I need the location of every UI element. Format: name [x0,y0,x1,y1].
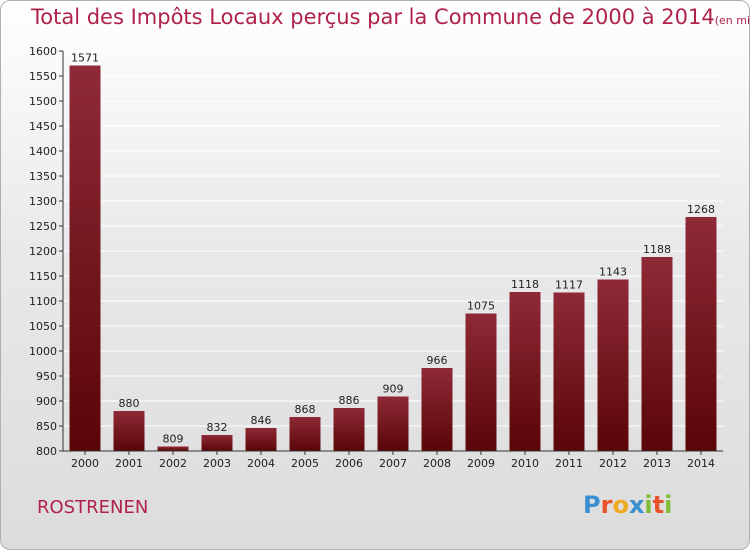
commune-name: ROSTRENEN [37,497,149,518]
axes [62,51,723,452]
x-tick-label: 2000 [71,457,99,470]
y-tick-label: 800 [36,445,57,458]
logo-letter: t [652,491,665,519]
x-tick-label: 2012 [599,457,627,470]
bar-2014 [685,217,717,451]
chart-title: Total des Impôts Locaux perçus par la Co… [31,5,750,29]
bar-2003 [201,435,233,451]
y-tick-label: 1250 [29,220,57,233]
x-tick-label: 2010 [511,457,539,470]
y-tick-label: 1150 [29,270,57,283]
y-tick-label: 900 [36,395,57,408]
data-label: 1117 [555,279,583,292]
data-label: 1188 [643,243,671,256]
x-tick-label: 2001 [115,457,143,470]
y-tick-label: 1600 [29,45,57,58]
bar-2010 [509,292,541,451]
logo-letter: i [644,491,653,519]
title-main: Total des Impôts Locaux perçus par la Co… [31,5,715,29]
y-axis-ticks: 800 850 900 950 1000 1050 1100 1150 1200 1250 1300… [29,45,63,458]
data-label: 868 [295,403,316,416]
y-tick-label: 950 [36,370,57,383]
y-tick-label: 1000 [29,345,57,358]
x-tick-label: 2014 [687,457,715,470]
title-unit: (en milliers d'€) [714,14,750,27]
logo-letter: x [628,491,645,519]
bar-2011 [553,292,585,451]
bar-2006 [333,408,365,451]
y-tick-label: 850 [36,420,57,433]
logo-letter: o [612,491,629,519]
x-axis-ticks: 2000 2001 2002 2003 2004 2005 2006 2007 2008 2009… [71,451,715,470]
x-tick-label: 2011 [555,457,583,470]
x-tick-label: 2009 [467,457,495,470]
data-label: 1268 [687,203,715,216]
bar-2009 [465,313,497,451]
proxiti-logo: Proxiti [583,491,672,519]
y-tick-label: 1400 [29,145,57,158]
bar-2004 [245,428,277,451]
bar-2012 [597,279,629,451]
data-label: 1571 [71,52,99,65]
data-label: 966 [427,354,448,367]
bar-2005 [289,417,321,451]
data-label: 846 [251,414,272,427]
y-tick-label: 1100 [29,295,57,308]
bar-2001 [113,411,145,451]
x-tick-label: 2013 [643,457,671,470]
y-tick-label: 1550 [29,70,57,83]
y-tick-label: 1300 [29,195,57,208]
bar-2002 [157,446,189,451]
logo-letter: r [600,491,613,519]
data-label: 1075 [467,300,495,313]
x-tick-label: 2005 [291,457,319,470]
data-label: 886 [339,394,360,407]
y-tick-label: 1500 [29,95,57,108]
x-tick-label: 2004 [247,457,275,470]
y-tick-label: 1350 [29,170,57,183]
x-tick-label: 2002 [159,457,187,470]
logo-letter: i [664,491,673,519]
bars: 1571 880 809 832 846 868 886 909 966 1075 1118 1117… [69,52,717,451]
data-label: 880 [119,397,140,410]
logo-letter: P [583,491,601,519]
data-label: 832 [207,421,228,434]
x-tick-label: 2008 [423,457,451,470]
data-label: 1118 [511,278,539,291]
data-label: 809 [163,433,184,446]
data-label: 909 [383,383,404,396]
bar-2000 [69,65,101,451]
y-tick-label: 1450 [29,120,57,133]
bar-2013 [641,257,673,451]
y-tick-label: 1050 [29,320,57,333]
y-tick-label: 1200 [29,245,57,258]
data-label: 1143 [599,266,627,279]
bar-2007 [377,396,409,451]
x-tick-label: 2007 [379,457,407,470]
bar-2008 [421,368,453,451]
x-tick-label: 2006 [335,457,363,470]
x-tick-label: 2003 [203,457,231,470]
